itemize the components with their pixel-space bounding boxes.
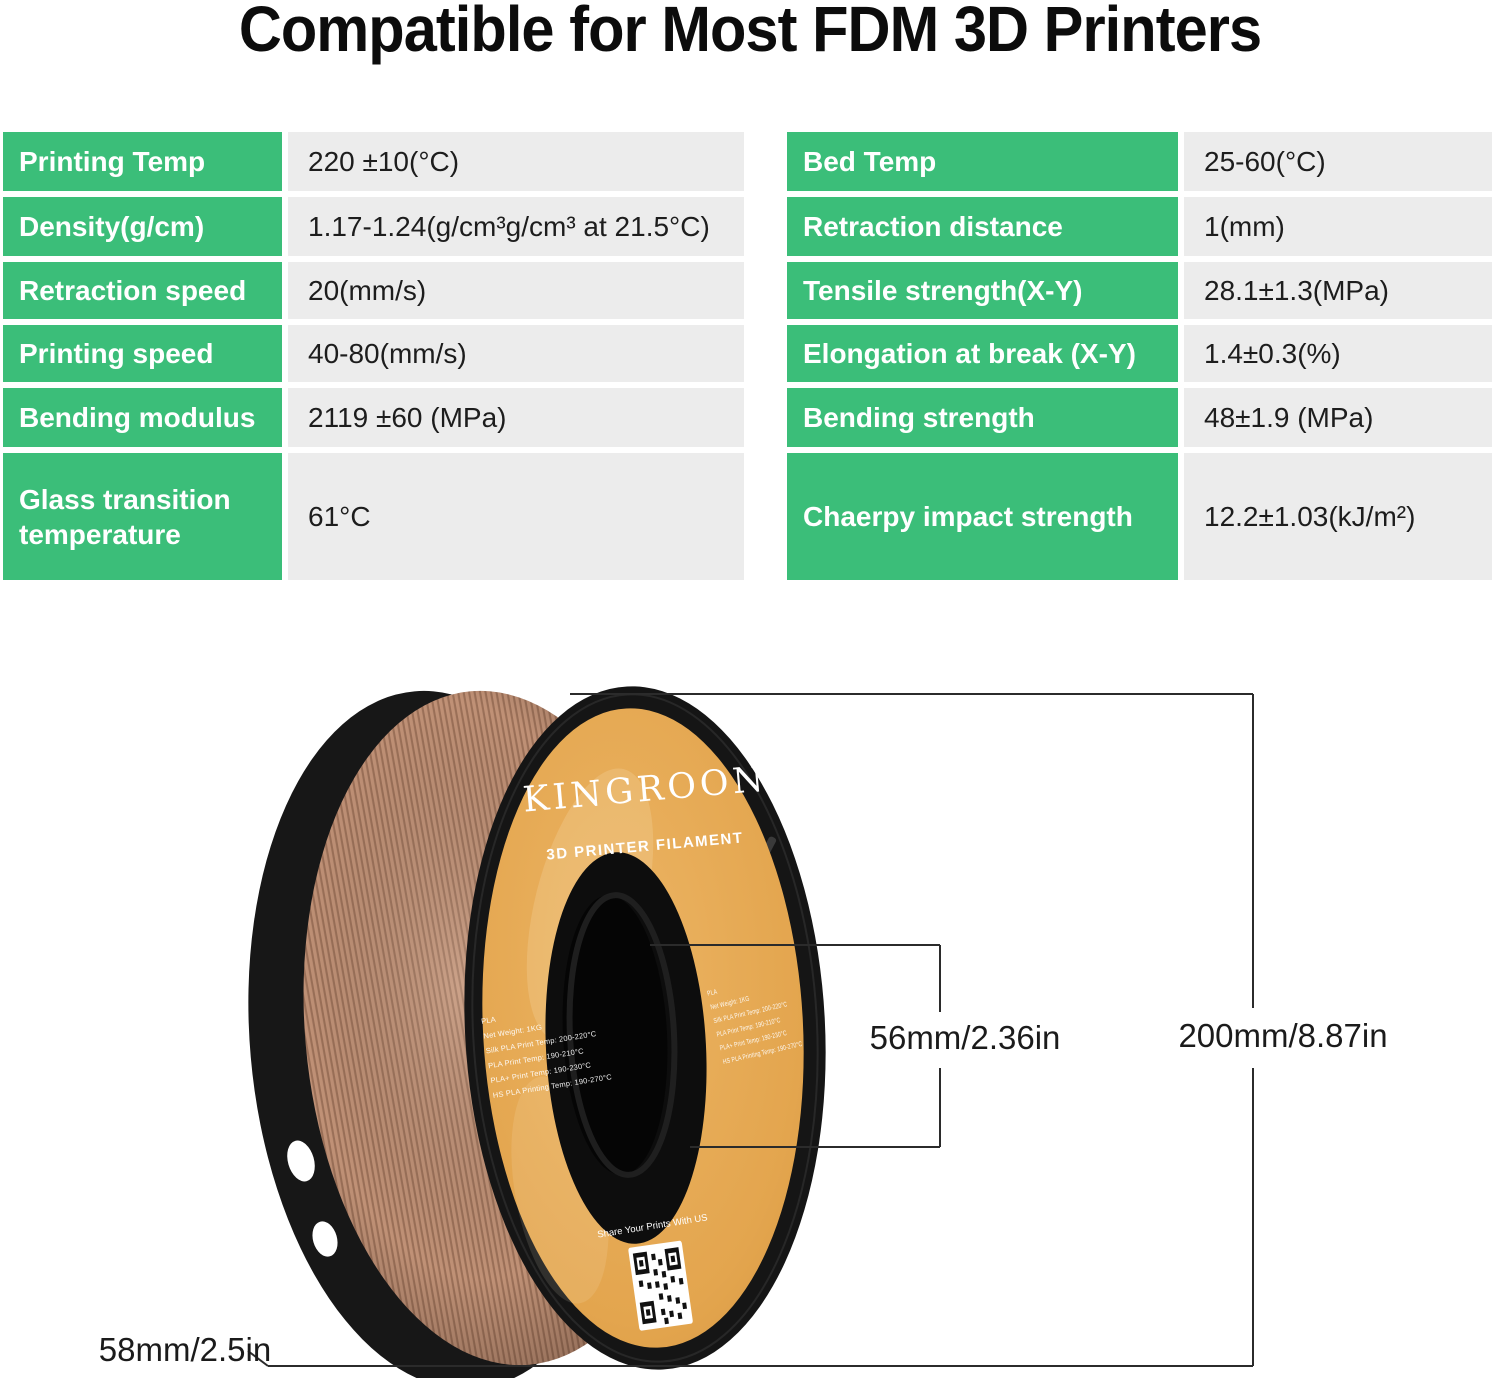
- spec-label: Retraction speed: [3, 262, 282, 319]
- dim-56-bracket: [650, 944, 941, 1148]
- spec-table-left: Printing Temp 220 ±10(°C) Density(g/cm) …: [3, 132, 744, 580]
- qr-code: [628, 1240, 693, 1331]
- spec-value: 1(mm): [1184, 197, 1492, 256]
- spec-value: 1.4±0.3(%): [1184, 325, 1492, 382]
- spec-label: Elongation at break (X-Y): [787, 325, 1178, 382]
- spec-label: Tensile strength(X-Y): [787, 262, 1178, 319]
- flange-hole: [287, 1140, 315, 1182]
- spec-label: Glass transition temperature: [3, 453, 282, 580]
- dim-label-width: 58mm/2.5in: [98, 1331, 272, 1368]
- dim-200-line: [570, 693, 1254, 1366]
- flange-hole: [312, 1221, 338, 1257]
- label-spec-block-left: PLA Net Weight: 1KG Silk PLA Print Temp:…: [480, 995, 613, 1103]
- spec-label: Printing speed: [3, 325, 282, 382]
- dim-label-diameter: 200mm/8.87in: [1178, 1017, 1388, 1054]
- spec-value: 1.17-1.24(g/cm³g/cm³ at 21.5°C): [288, 197, 744, 256]
- dim-58-leader: [247, 1350, 1253, 1367]
- spec-label: Bed Temp: [787, 132, 1178, 191]
- spec-label: Retraction distance: [787, 197, 1178, 256]
- spec-label: Bending strength: [787, 388, 1178, 447]
- spec-value: 25-60(°C): [1184, 132, 1492, 191]
- spec-value: 2119 ±60 (MPa): [288, 388, 744, 447]
- spec-value: 28.1±1.3(MPa): [1184, 262, 1492, 319]
- spec-value: 61°C: [288, 453, 744, 580]
- spec-value: 48±1.9 (MPa): [1184, 388, 1492, 447]
- spec-label: Density(g/cm): [3, 197, 282, 256]
- dim-label-hub-hole: 56mm/2.36in: [869, 1019, 1061, 1056]
- page-title: Compatible for Most FDM 3D Printers: [238, 0, 1262, 65]
- spec-label: Chaerpy impact strength: [787, 453, 1178, 580]
- hub-hole-inner-wall: [566, 892, 678, 1178]
- spec-value: 40-80(mm/s): [288, 325, 744, 382]
- spec-value: 12.2±1.03(kJ/m²): [1184, 453, 1492, 580]
- spec-value: 20(mm/s): [288, 262, 744, 319]
- spec-label: Printing Temp: [3, 132, 282, 191]
- hub-hole: [562, 895, 668, 1175]
- spec-value: 220 ±10(°C): [288, 132, 744, 191]
- spec-label: Bending modulus: [3, 388, 282, 447]
- spec-table-right: Bed Temp 25-60(°C) Retraction distance 1…: [787, 132, 1492, 580]
